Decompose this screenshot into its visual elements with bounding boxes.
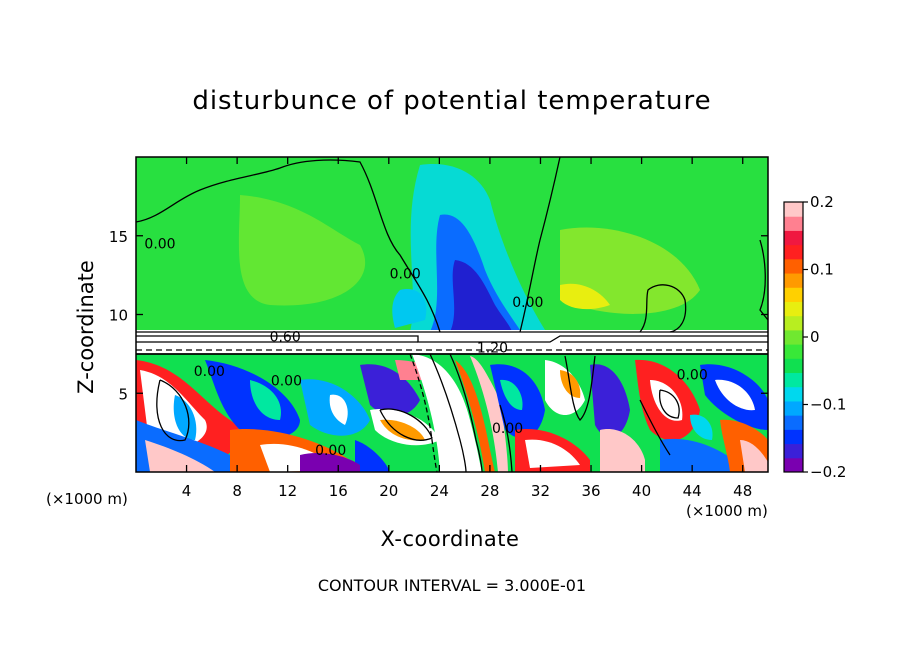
y-tick-label: 5 <box>118 385 128 403</box>
x-unit-left: (×1000 m) <box>46 490 128 508</box>
yellow-patch <box>560 283 610 310</box>
colorbar-segment <box>784 429 803 445</box>
colorbar-segment <box>784 386 803 402</box>
contour-label: 0.00 <box>194 364 225 380</box>
colorbar-segment <box>784 258 803 274</box>
x-tick-label: 32 <box>531 482 550 500</box>
y-tick-label: 10 <box>109 307 128 325</box>
colorbar-segment <box>784 216 803 231</box>
x-tick-label: 28 <box>480 482 499 500</box>
colorbar-tick-label: 0.1 <box>810 261 834 279</box>
x-tick-label: 40 <box>632 482 651 500</box>
colorbar-segment <box>784 358 803 374</box>
contour-label: 0.00 <box>315 443 346 459</box>
contour-label: 0.00 <box>677 367 708 383</box>
colorbar-segment <box>784 202 803 217</box>
colorbar-tick-label: −0.1 <box>810 396 846 414</box>
y-tick-label: 15 <box>109 228 128 246</box>
contour-label: 0.00 <box>271 374 302 390</box>
y-axis-label: Z-coordinate <box>74 260 98 394</box>
x-tick-label: 36 <box>581 482 600 500</box>
contour-label: 0.00 <box>512 295 543 311</box>
colorbar-tick-label: 0.2 <box>810 193 834 211</box>
colorbar-segment <box>784 244 803 260</box>
colorbar-segment <box>784 301 803 317</box>
colorbar-segment <box>784 344 803 359</box>
colorbar-segment <box>784 372 803 388</box>
x-tick-label: 48 <box>733 482 752 500</box>
x-tick-label: 8 <box>232 482 242 500</box>
x-tick-label: 44 <box>683 482 702 500</box>
contour-label: 0.60 <box>270 330 301 346</box>
x-tick-label: 12 <box>278 482 297 500</box>
colorbar-tick-label: 0 <box>810 328 820 346</box>
colorbar-segment <box>784 415 803 430</box>
contour-interval-note: CONTOUR INTERVAL = 3.000E-01 <box>317 576 587 595</box>
contour-labels: 0.00 0.00 0.00 0.60 1.20 0.00 0.00 0.00 0.00 0.00 <box>144 237 707 459</box>
contour-label: 0.00 <box>144 237 175 253</box>
colorbar-segment <box>784 443 803 459</box>
colorbar-segment <box>784 273 803 288</box>
colorbar-segment <box>784 287 803 302</box>
heatmap-field <box>136 157 768 472</box>
contour-label: 0.00 <box>492 421 523 437</box>
x-unit-right: (×1000 m) <box>686 502 768 520</box>
colorbar-segment <box>784 230 803 246</box>
colorbar-segment <box>784 315 803 331</box>
cold-plume-core <box>450 260 512 332</box>
contour-lines <box>136 157 768 472</box>
colorbar-tick-label: −0.2 <box>810 463 846 481</box>
contour-label: 1.20 <box>477 341 508 357</box>
x-tick-label: 20 <box>379 482 398 500</box>
x-tick-label: 24 <box>430 482 449 500</box>
colorbar: 0.2 0.1 0 −0.1 −0.2 <box>783 193 846 481</box>
x-tick-label: 4 <box>182 482 192 500</box>
x-tick-label: 16 <box>329 482 348 500</box>
cold-left-patch <box>392 289 427 328</box>
colorbar-segment <box>784 400 803 416</box>
colorbar-segment <box>784 329 803 345</box>
upper-warm-blob <box>238 195 366 306</box>
colorbar-segment <box>784 457 803 473</box>
chart-title: disturbunce of potential temperature <box>192 86 712 116</box>
x-axis-label: X-coordinate <box>380 527 520 551</box>
contour-label: 0.00 <box>390 267 421 283</box>
